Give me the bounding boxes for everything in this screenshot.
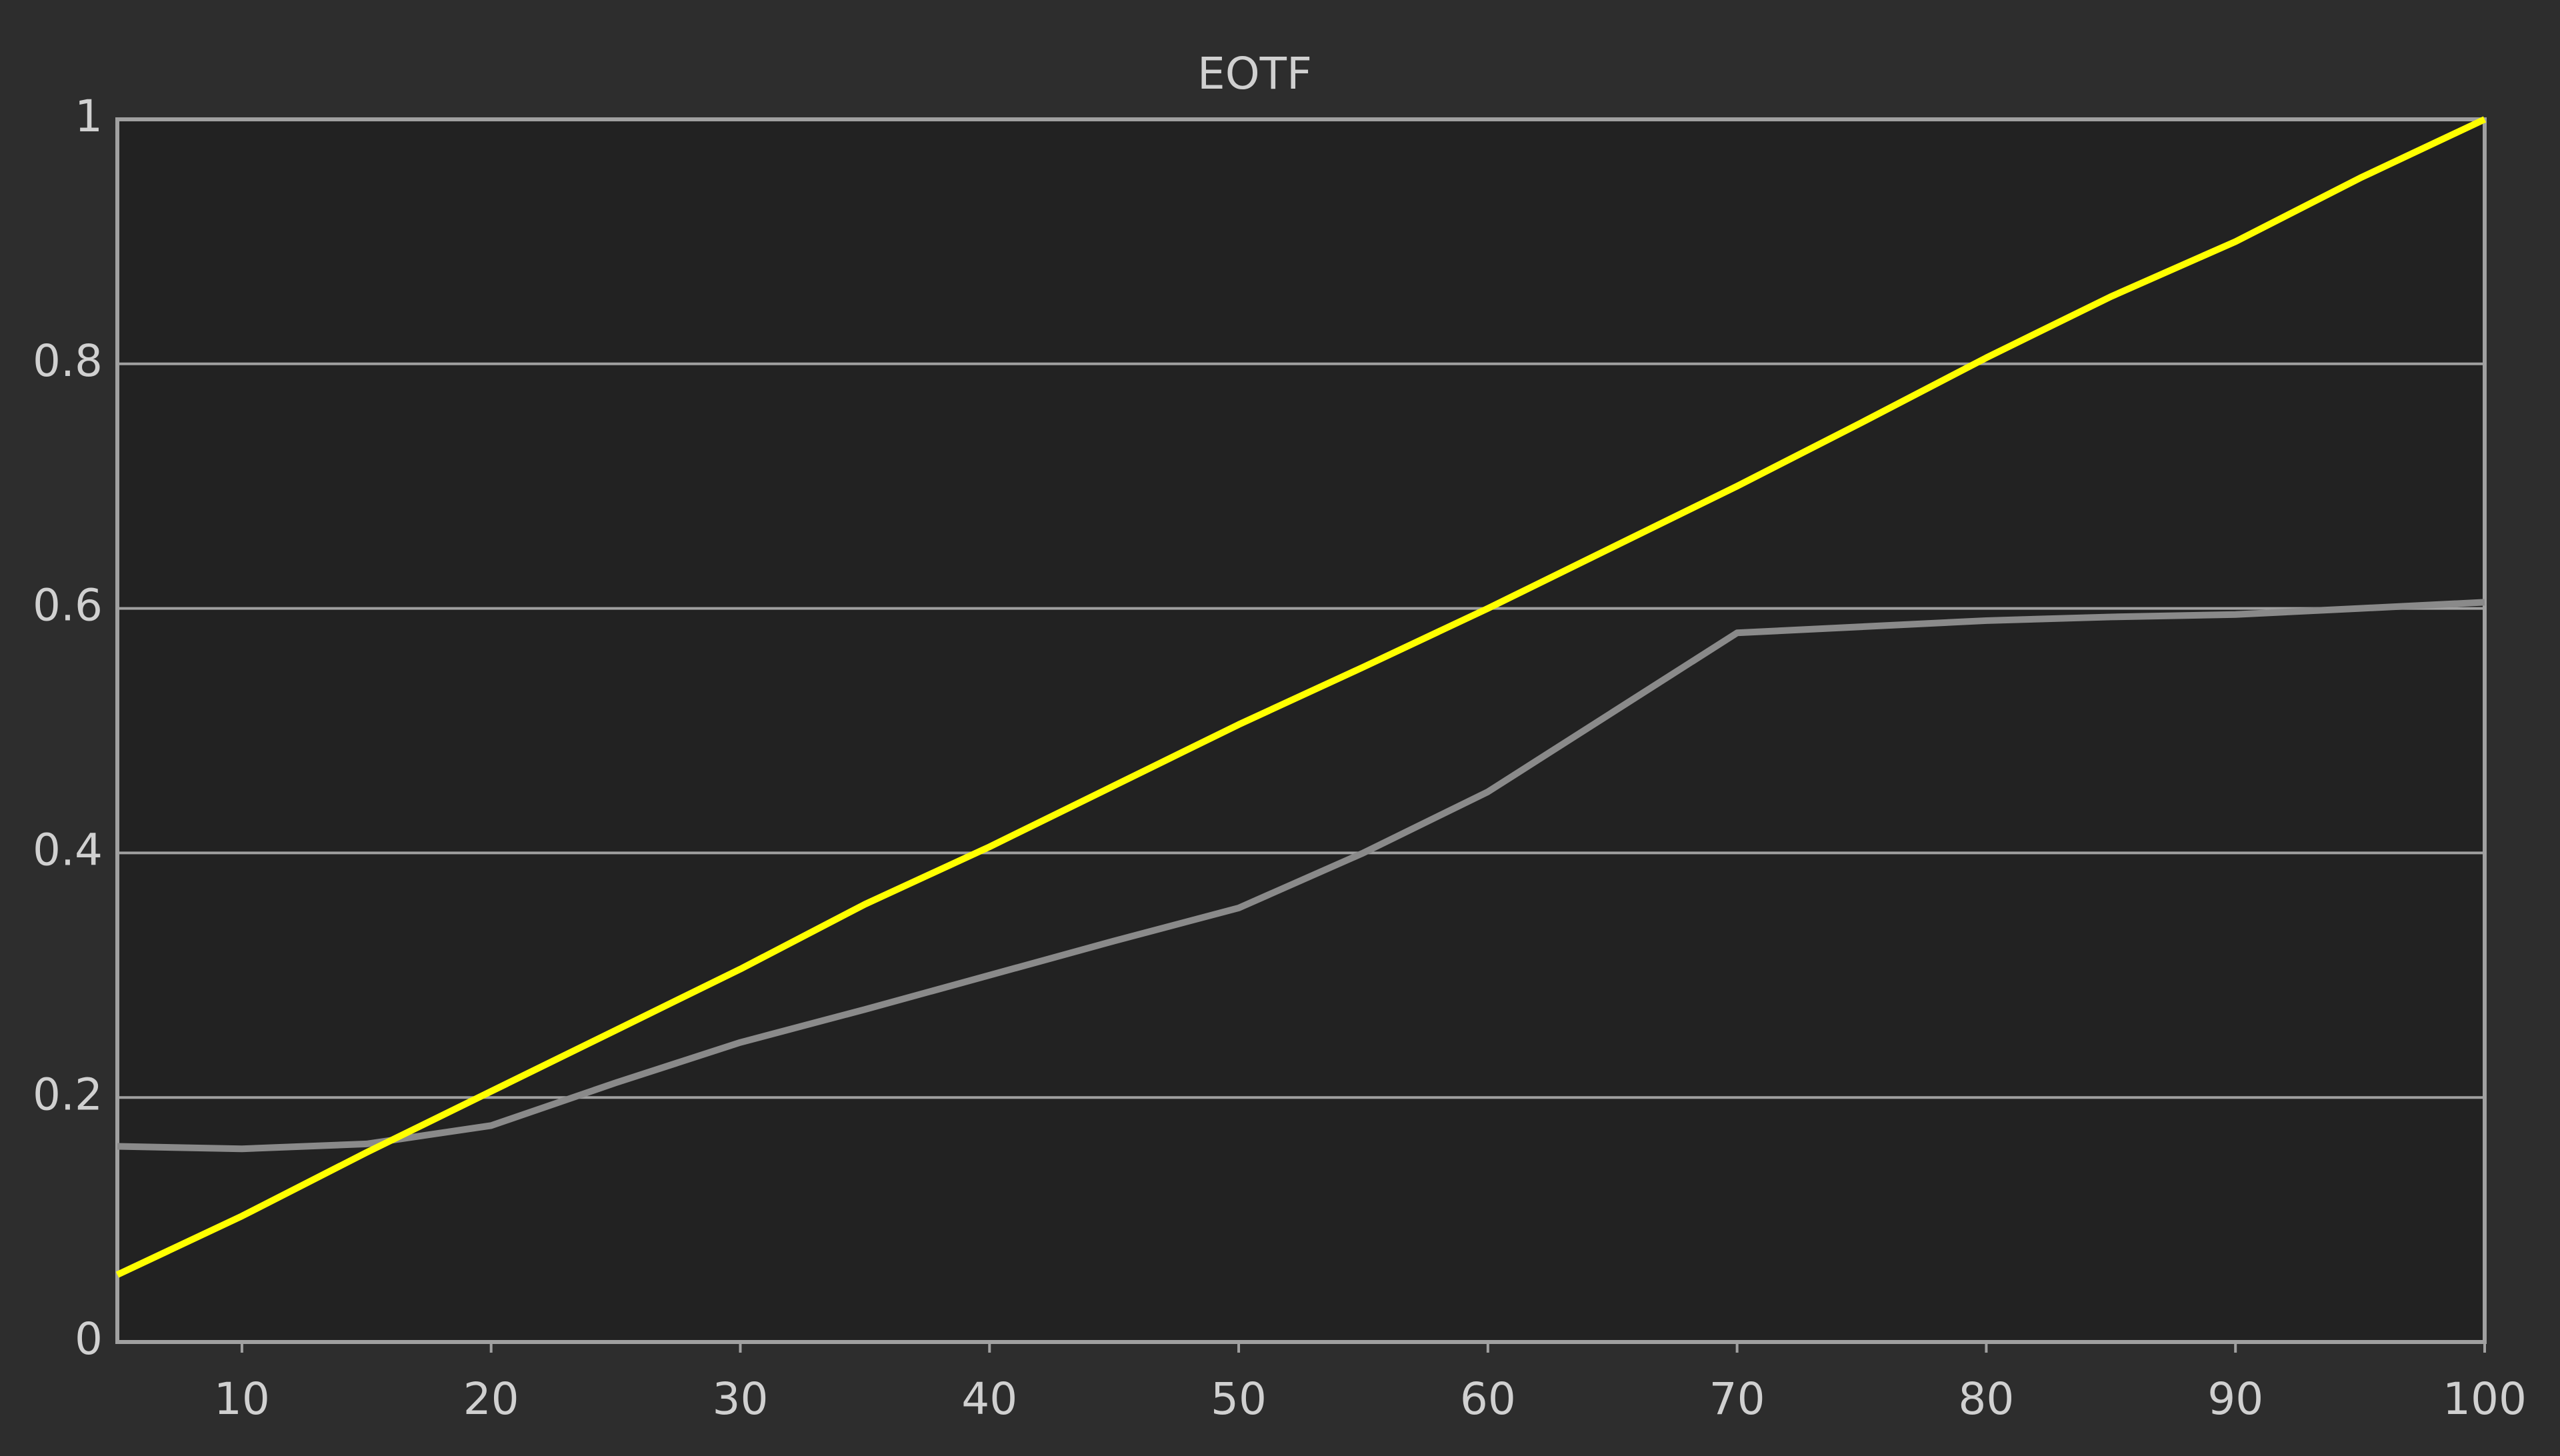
x-tick-label: 80: [1958, 1373, 2014, 1425]
y-tick-label: 1: [75, 91, 103, 142]
x-tick-label: 100: [2443, 1373, 2527, 1425]
x-tick-label: 40: [961, 1373, 1017, 1425]
x-tick-label: 20: [463, 1373, 519, 1425]
y-tick-label: 0.4: [33, 824, 103, 875]
x-tick-label: 10: [214, 1373, 270, 1425]
y-tick-label: 0: [75, 1313, 103, 1365]
plot-area: [117, 119, 2485, 1342]
data-line: [115, 116, 2487, 1278]
y-tick-label: 0.2: [33, 1069, 103, 1120]
data-line: [117, 599, 2485, 1153]
chart-title: EOTF: [1197, 48, 1312, 99]
x-tick-label: 70: [1709, 1373, 1765, 1425]
y-tick-label: 0.6: [33, 580, 103, 631]
plot-border: [115, 117, 2487, 1344]
x-tick-label: 30: [712, 1373, 768, 1425]
y-tick-label: 0.8: [33, 335, 103, 387]
x-tick-label: 60: [1460, 1373, 1516, 1425]
x-tick-label: 50: [1211, 1373, 1267, 1425]
x-tick-label: 90: [2207, 1373, 2263, 1425]
